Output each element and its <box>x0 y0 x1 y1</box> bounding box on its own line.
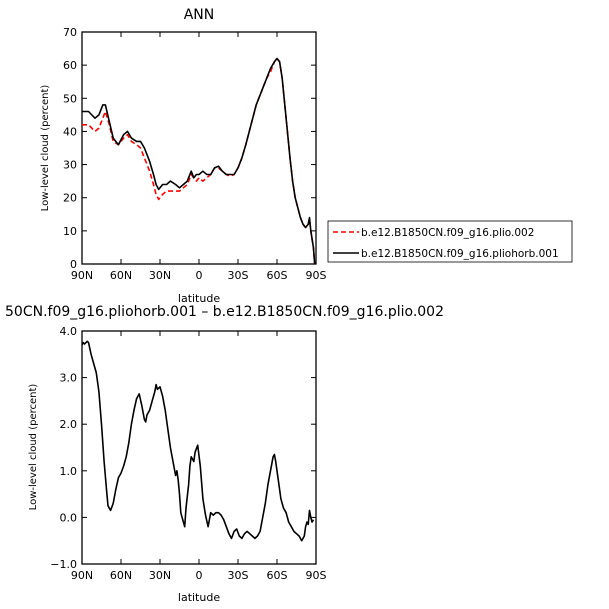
x-tick-label: 90N <box>71 269 93 282</box>
series-group-bottom <box>81 340 315 542</box>
x-tick-label: 30S <box>228 569 249 582</box>
chart-title-top: ANN <box>184 7 215 23</box>
x-axis-ticks-top: 90N 60N 30N 0 30S 60S 90S <box>71 32 327 282</box>
chart-title-bottom: 50CN.f09_g16.pliohorb.001 – b.e12.B1850C… <box>5 304 444 320</box>
y-tick-label: 40 <box>63 125 77 138</box>
y-tick-label: 0 <box>70 258 77 271</box>
legend: b.e12.B1850CN.f09_g16.plio.002 b.e12.B18… <box>327 220 573 263</box>
legend-label-pliohorb: b.e12.B1850CN.f09_g16.pliohorb.001 <box>361 248 559 260</box>
x-tick-label: 60S <box>267 269 288 282</box>
y-tick-label: 0.0 <box>60 511 78 524</box>
y-tick-label: 4.0 <box>60 325 78 338</box>
y-tick-label: 3.0 <box>60 372 78 385</box>
x-tick-label: 90N <box>71 569 93 582</box>
x-tick-label: 30S <box>228 269 249 282</box>
series-line-top-0 <box>82 57 316 265</box>
y-tick-label: 30 <box>63 159 77 172</box>
y-tick-label: 70 <box>63 26 77 39</box>
legend-label-plio: b.e12.B1850CN.f09_g16.plio.002 <box>361 227 534 239</box>
y-axis-ticks-bottom: −1.0 0.0 1.0 2.0 3.0 4.0 <box>50 325 316 571</box>
y-tick-label: 2.0 <box>60 418 78 431</box>
series-group-top <box>82 57 316 265</box>
x-tick-label: 60N <box>110 269 132 282</box>
x-axis-ticks-bottom: 90N 60N 30N 0 30S 60S 90S <box>71 331 327 582</box>
chart-panel-bottom: 50CN.f09_g16.pliohorb.001 – b.e12.B1850C… <box>5 304 444 604</box>
y-axis-ticks-top: 0 10 20 30 40 50 60 70 <box>63 26 316 271</box>
x-tick-label: 60S <box>267 569 288 582</box>
x-axis-label-top: latitude <box>178 292 220 305</box>
y-tick-label: 10 <box>63 225 77 238</box>
plot-frame-bottom <box>81 330 317 565</box>
series-line-top-1 <box>82 57 316 265</box>
x-tick-label: 30N <box>149 569 171 582</box>
y-tick-label: 1.0 <box>60 465 78 478</box>
y-tick-label: 50 <box>63 92 77 105</box>
series-line-bottom-0 <box>81 340 315 542</box>
y-axis-label-bottom: Low-level cloud (percent) <box>28 384 39 511</box>
x-tick-label: 0 <box>196 269 203 282</box>
y-axis-label-top: Low-level cloud (percent) <box>40 85 51 212</box>
legend-box <box>327 220 573 263</box>
y-tick-label: 60 <box>63 59 77 72</box>
y-tick-label: 20 <box>63 192 77 205</box>
x-tick-label: 30N <box>149 269 171 282</box>
x-axis-label-bottom: latitude <box>178 591 220 604</box>
y-tick-label: −1.0 <box>50 558 77 571</box>
x-tick-label: 60N <box>110 569 132 582</box>
x-tick-label: 90S <box>306 269 327 282</box>
x-tick-label: 90S <box>306 569 327 582</box>
x-tick-label: 0 <box>196 569 203 582</box>
